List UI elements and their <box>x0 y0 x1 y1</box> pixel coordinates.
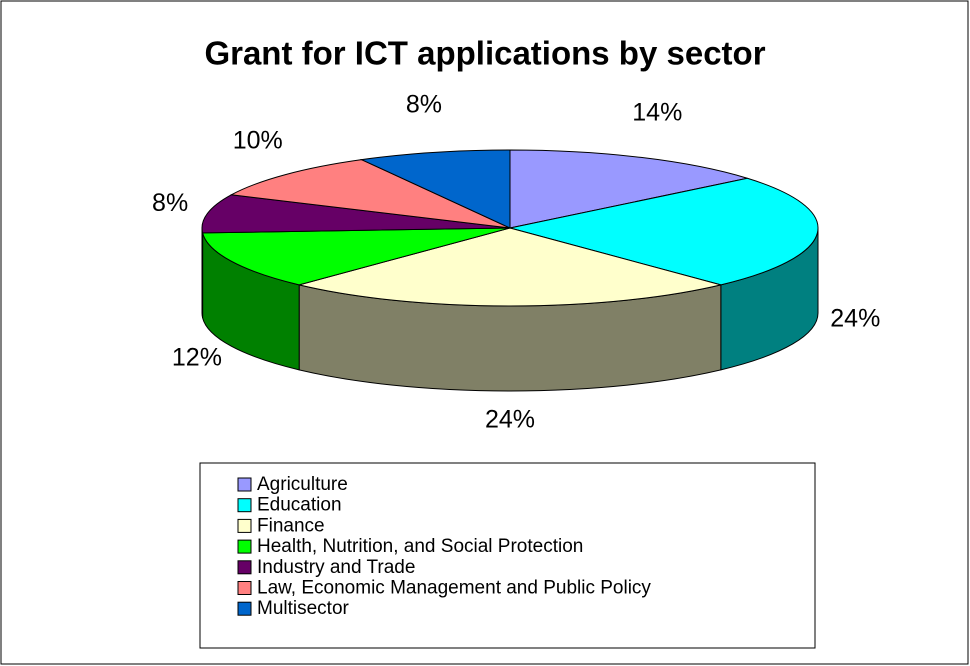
data-label: 14% <box>632 99 682 127</box>
data-label: 24% <box>485 406 535 434</box>
data-label: 8% <box>406 91 442 119</box>
legend-label: Multisector <box>257 598 350 619</box>
data-label: 12% <box>172 344 222 372</box>
legend-label: Finance <box>257 515 325 536</box>
legend-label: Education <box>257 495 342 516</box>
chart-title: Grant for ICT applications by sector <box>204 35 765 72</box>
pie-slice <box>229 159 511 229</box>
data-label: 8% <box>152 189 188 217</box>
legend-swatch <box>237 601 252 616</box>
legend-label: Agriculture <box>257 474 348 495</box>
pie-slice-side <box>201 227 204 319</box>
legend-swatch <box>237 518 252 533</box>
legend-swatch <box>237 581 252 595</box>
legend-label: Law, Economic Management and Public Poli… <box>257 578 651 599</box>
legend-swatch <box>237 539 252 554</box>
pie-slice <box>509 149 748 229</box>
data-label: 10% <box>233 126 283 154</box>
legend-label: Health, Nutrition, and Social Protection <box>257 536 583 557</box>
data-label: 24% <box>830 304 880 332</box>
pie-slice <box>509 177 819 286</box>
legend-swatch <box>237 477 252 492</box>
pie-slice <box>201 227 511 286</box>
legend-swatch <box>237 560 252 575</box>
legend-label: Industry and Trade <box>257 557 415 578</box>
pie-slice <box>359 149 511 229</box>
legend-swatch <box>237 498 252 513</box>
pie-slice <box>201 194 511 234</box>
pie-slice <box>299 227 721 307</box>
legend-box <box>199 462 816 649</box>
